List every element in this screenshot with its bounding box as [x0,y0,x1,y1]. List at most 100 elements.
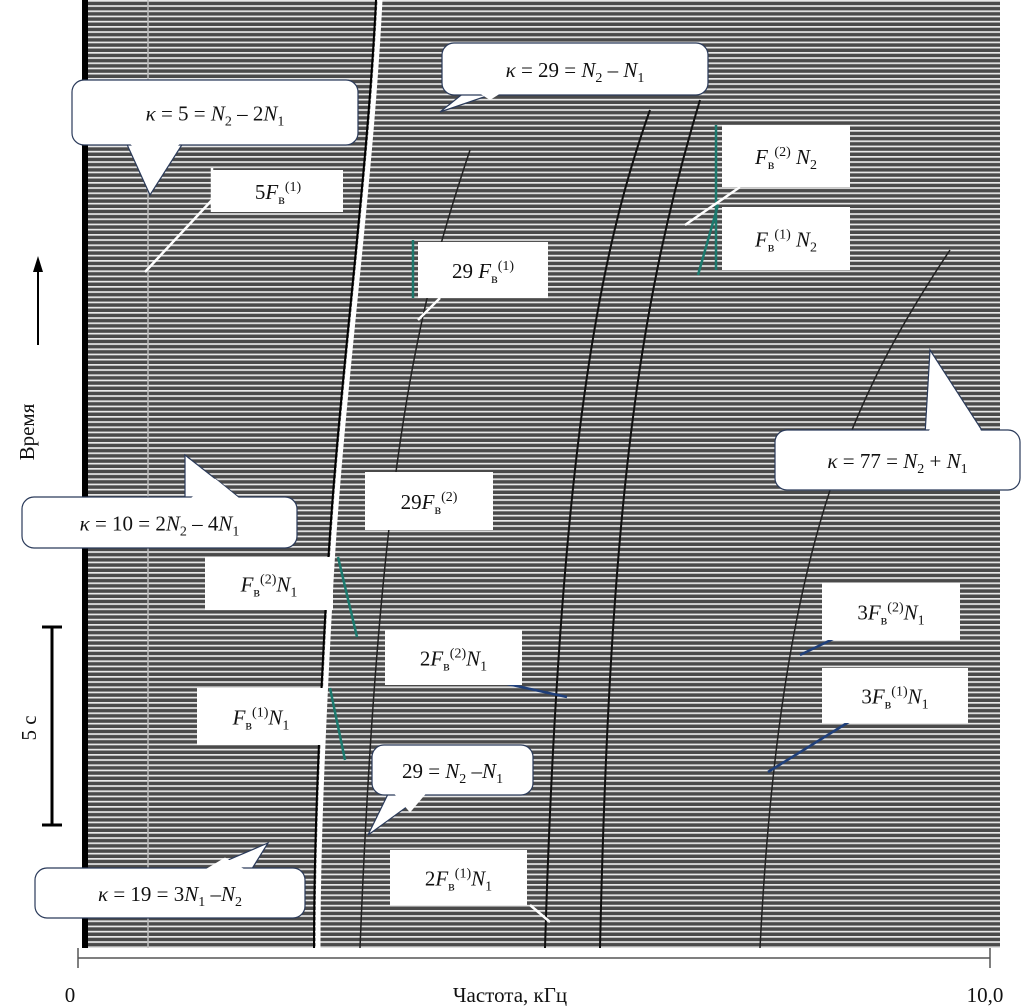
callout-text-part: F [429,647,443,671]
callout-text-part: = 5 = [156,102,211,126]
callout-text-part: N [946,449,962,473]
callout-text-part: F [434,867,448,891]
callout-text-part: 5 [255,180,266,204]
callout-text-part: (1) [498,259,515,274]
callout-text-part: N [267,706,283,730]
callout-text-part: в [253,586,260,601]
x-axis: 0 10,0 Частота, кГц [65,948,1004,1007]
callout-text-part: 3 [861,685,872,709]
callout-text-part: κ [98,882,109,906]
callout-text: 3Fв(1)N1 [861,685,928,713]
callout-text: 2Fв(1)N1 [425,867,492,895]
callout-text-part: (2) [450,647,467,662]
callout-joint [926,392,984,435]
callout-text: Fв(1) N2 [754,228,817,256]
callout-text-part: F [240,573,254,597]
callout-text-part: 1 [198,895,205,910]
callout-box [822,668,968,723]
callout-text-part: в [245,719,252,734]
callout-text: 5Fв(1) [255,180,302,208]
callout-text-part: F [477,259,491,283]
callout-text-part: – [602,58,623,82]
callout-text-part: + [924,449,946,473]
y-axis-title: Время [15,403,39,460]
callout-text-part: = 10 = 2 [90,512,166,536]
callout-text-part: N [444,759,460,783]
callout-box [205,557,333,610]
callout-text: κ = 19 = 3N1 –N2 [98,882,242,910]
callout-text-part: в [491,272,498,287]
callout-text: 29 = N2 –N1 [402,759,503,787]
callout-text-part: N [220,882,236,906]
callout-text-part: 2 [180,525,187,540]
time-axis: Время 5 с [15,256,62,827]
callout-box [441,42,709,96]
callout-text-part: N [481,759,497,783]
callout-text-part: N [262,102,278,126]
callout-text-part: в [768,241,775,256]
callout-text-part: в [768,158,775,173]
callout-box [213,170,343,212]
callout-text-part: κ [146,102,157,126]
callout-box [365,472,493,530]
callout-text-part: 1 [496,772,503,787]
callout-box [390,850,527,905]
callout-text-part: 2 [425,867,436,891]
callout-text-part: 2 [459,772,466,787]
x-max-label: 10,0 [967,983,1004,1007]
callout-text-part: 2 [235,895,242,910]
callout-box [722,125,850,187]
callout-text-part: N [217,512,233,536]
callout-text-part: (1) [774,228,791,243]
callout-text-part: в [448,880,455,895]
callout-box [21,496,298,549]
callout-text-part: N [165,512,181,536]
callout-text-part: – 2 [232,102,264,126]
callout-text: 2Fв(2)N1 [420,647,487,675]
callout-text-part: 2 [595,71,602,86]
callout-text-part: в [443,660,450,675]
callout-text-part: F [421,490,435,514]
callout-text-part: N [903,601,919,625]
callout-text-part: F [867,601,881,625]
callout-text: Fв(2)N1 [240,573,298,601]
callout-text-part: 2 [420,647,431,671]
callout-text-part: 1 [480,660,487,675]
callout-text-part: (1) [891,685,908,700]
callout-text-part: (1) [252,706,269,721]
callout-text: 29 Fв(1) [452,259,514,287]
callout-text-part: κ [827,449,838,473]
callout-text-part: 1 [282,719,289,734]
callout-text-part: в [885,698,892,713]
callout-text: Fв(2) N2 [754,145,817,173]
callout-text-part: 1 [290,586,297,601]
callout-box [385,630,522,685]
callout-text-part: – [205,882,221,906]
callout-text-part: N [907,685,923,709]
callout-text-part: 2 [810,241,817,256]
callout-text-part: 2 [917,462,924,477]
callout-text-part: N [580,58,596,82]
callout-text-part: F [232,706,246,730]
callout-joint [186,478,244,502]
callout-box [722,207,850,270]
callout-text: κ = 5 = N2 – 2N1 [146,102,285,130]
callout-text-part: в [278,193,285,208]
callout-text: 3Fв(2)N1 [857,601,924,629]
callout-text-part: F [871,685,885,709]
x-min-label: 0 [65,983,76,1007]
callout-text-part: 1 [485,880,492,895]
callout-text-part: N [622,58,638,82]
callout-text-part: 1 [961,462,968,477]
callout-text-part: N [791,228,811,252]
callout-box [371,744,534,796]
callout-joint [471,88,509,100]
callout-text-part: N [210,102,226,126]
callout-box [822,583,960,640]
callout-text-part: – [466,759,482,783]
callout-text-part: 29 = [402,759,445,783]
callout-text-part: κ [80,512,91,536]
callout-text-part: κ [506,58,517,82]
